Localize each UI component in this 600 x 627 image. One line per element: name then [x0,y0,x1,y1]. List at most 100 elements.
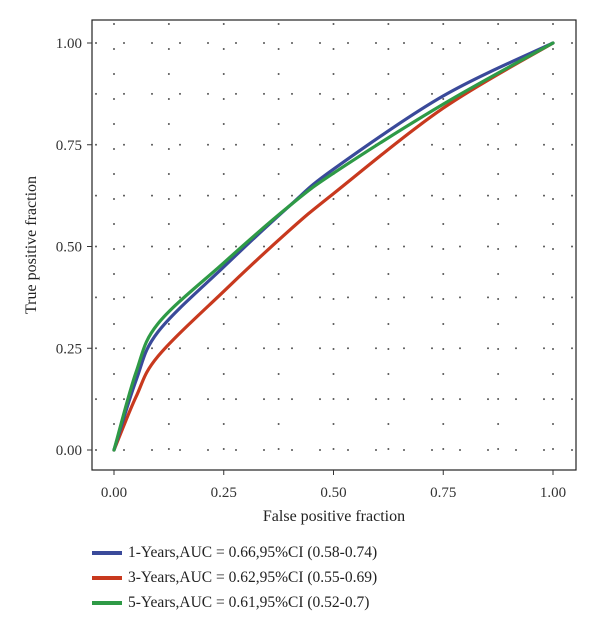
grid-dot [151,347,153,350]
grid-dot [571,347,573,350]
grid-dot [277,223,280,225]
grid-dot [151,449,153,451]
grid-dot [151,92,153,95]
grid-dot [95,398,97,401]
grid-dot [277,323,280,325]
grid-dot [442,398,445,400]
grid-dot [207,42,209,44]
grid-dot [222,223,225,225]
grid-dot [222,198,225,200]
grid-dot [113,398,115,400]
legend-item: 1-Years,AUC = 0.66,95%CI (0.58-0.74) [92,540,377,565]
grid-dot [167,298,170,300]
grid-dot [387,398,390,400]
grid-dot [375,449,377,451]
grid-dot [431,449,433,451]
grid-dot [487,398,489,401]
grid-dot [277,148,280,150]
grid-dot [442,23,445,25]
grid-dot [332,448,335,450]
grid-dot [487,245,489,248]
grid-dot [571,92,573,95]
grid-dot [179,296,181,299]
grid-dot [387,98,390,100]
grid-dot [442,273,445,275]
grid-dot [277,348,280,350]
grid-dot [123,296,125,299]
grid-dot [459,143,461,146]
grid-dot [123,449,125,451]
grid-dot [277,173,280,175]
grid-dot [571,296,573,299]
grid-dot [113,23,115,25]
grid-dot [222,373,225,375]
grid-dot [291,42,293,44]
grid-dot [167,448,170,450]
grid-dot [113,98,115,100]
grid-dot [277,23,280,25]
grid-dot [459,245,461,248]
grid-dot [207,194,209,197]
grid-dot [207,296,209,299]
grid-dot [179,347,181,350]
legend-item: 5-Years,AUC = 0.61,95%CI (0.52-0.7) [92,590,377,615]
grid-dot [277,448,280,450]
grid-dot [375,347,377,350]
grid-dot [123,42,125,44]
grid-dot [442,348,445,350]
grid-dot [375,42,377,44]
series-lines [112,41,555,452]
grid-dot [442,323,445,325]
grid-dot [552,398,554,400]
grid-dot [222,298,225,300]
grid-dot [403,42,405,44]
grid-dot [571,398,573,401]
y-tick-label: 0.50 [56,240,82,256]
grid-dot [497,348,500,350]
grid-dot [207,245,209,248]
grid-dot [332,273,335,275]
grid-dot [347,92,349,95]
grid-dot [497,373,500,375]
grid-dot [431,194,433,197]
grid-dot [95,245,97,248]
grid-dot [552,73,554,75]
grid-dot [291,398,293,401]
grid-dot [222,148,225,150]
grid-dot [179,449,181,451]
y-axis-title: True positive fraction [23,176,40,314]
x-tick-label: 0.50 [320,485,346,501]
grid-dot [375,194,377,197]
grid-dot [113,48,115,50]
grid-dot [263,347,265,350]
grid-dot [543,92,545,95]
grid-dots [95,23,573,451]
grid-dot [113,323,115,325]
grid-dot [263,194,265,197]
grid-dot [431,398,433,401]
legend-label: 3-Years,AUC = 0.62,95%CI (0.55-0.69) [128,568,378,586]
grid-dot [113,348,115,350]
grid-dot [235,449,237,451]
grid-dot [263,143,265,146]
grid-dot [167,23,170,25]
grid-dot [387,23,390,25]
grid-dot [515,449,517,451]
grid-dot [123,398,125,401]
x-tick-label: 0.00 [101,485,127,501]
grid-dot [459,194,461,197]
grid-dot [442,248,445,250]
grid-dot [263,398,265,401]
grid-dot [552,248,554,250]
grid-dot [332,248,335,250]
grid-dot [387,123,390,125]
legend-swatch [92,600,122,605]
grid-dot [487,296,489,299]
grid-dot [277,423,280,425]
grid-dot [222,173,225,175]
grid-dot [515,398,517,401]
grid-dot [387,423,390,425]
grid-dot [347,449,349,451]
grid-dot [167,348,170,350]
grid-dot [277,73,280,75]
